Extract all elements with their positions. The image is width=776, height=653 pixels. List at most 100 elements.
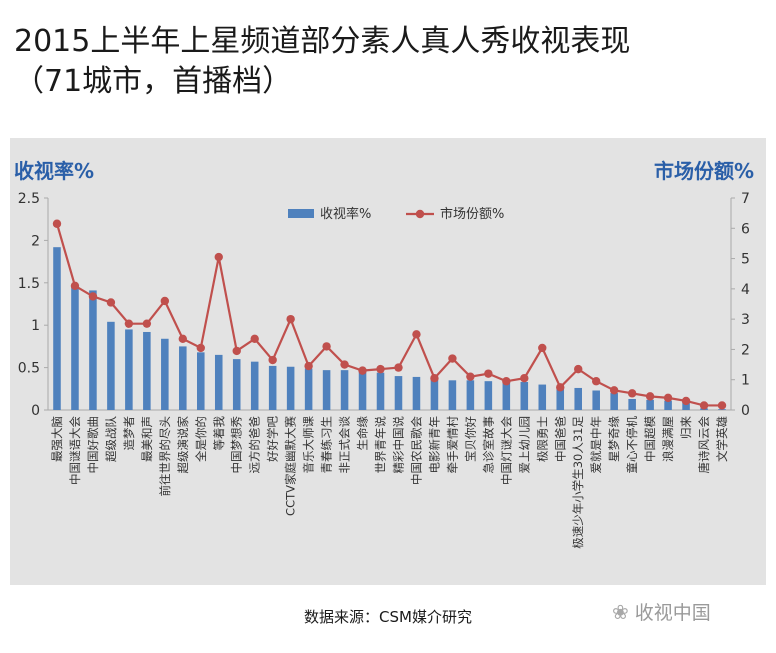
bar: [161, 338, 169, 410]
bar: [592, 390, 600, 410]
bar: [574, 387, 582, 410]
bar: [556, 387, 565, 410]
y-right-tick-label: 0: [741, 403, 750, 419]
share-point: [430, 374, 439, 383]
share-point: [358, 366, 367, 375]
x-tick-label: 极速少年小学生30人31足: [571, 416, 585, 549]
bar: [394, 376, 403, 410]
x-tick-label: 唐诗风云会: [697, 416, 711, 474]
bar: [664, 400, 672, 410]
bar: [502, 382, 511, 410]
x-tick-label: 电影新青年: [427, 416, 441, 474]
share-point: [502, 377, 511, 386]
wechat-icon: ❀: [612, 599, 629, 624]
x-tick-label: 音乐大师课: [302, 416, 316, 474]
legend-line-marker: [415, 209, 425, 219]
x-tick-label: 世界青年说: [374, 416, 388, 474]
share-point: [717, 401, 727, 410]
legend-bar-label: 收视率%: [320, 206, 371, 222]
bar: [304, 368, 313, 410]
share-point: [88, 292, 98, 301]
bar: [179, 346, 187, 410]
bar: [268, 365, 277, 410]
x-tick-label: 生命缘: [356, 416, 370, 451]
legend-line-label: 市场份额%: [440, 206, 504, 222]
bar: [340, 370, 349, 410]
y-right-tick-label: 7: [741, 191, 750, 207]
bar: [430, 379, 439, 410]
bar: [53, 247, 61, 410]
y-right-tick-label: 6: [741, 221, 750, 237]
x-tick-label: 中国农民歌会: [409, 416, 423, 485]
bar: [448, 380, 457, 410]
x-tick-label: 中国爸爸: [553, 416, 567, 462]
share-point: [591, 377, 601, 386]
x-tick-label: 超级演说家: [176, 416, 190, 474]
share-point: [699, 401, 709, 410]
bar: [89, 290, 97, 410]
share-point: [124, 319, 134, 328]
bar: [232, 359, 241, 410]
data-source: 数据来源：CSM媒介研究: [304, 608, 472, 626]
share-point: [466, 372, 475, 381]
x-tick-label: 非正式会谈: [338, 416, 352, 474]
bar: [484, 381, 493, 410]
bar: [412, 376, 421, 410]
y-left-tick-label: 2: [31, 233, 40, 249]
watermark: ❀ 收视中国: [612, 598, 711, 625]
share-point: [286, 314, 295, 324]
bar: [538, 384, 547, 410]
share-point: [645, 392, 655, 401]
x-tick-label: 中国超模: [643, 416, 657, 462]
share-point: [70, 281, 80, 291]
x-tick-label: 浪漫满屋: [661, 416, 675, 462]
x-tick-label: 急诊室故事: [481, 416, 495, 474]
right-axis-title: 市场份额%: [653, 159, 754, 183]
x-tick-label: 精彩中国说: [391, 416, 405, 474]
x-tick-label: 好好学吧: [266, 416, 280, 462]
y-right-tick-label: 1: [741, 373, 750, 389]
left-axis-title: 收视率%: [14, 159, 95, 183]
bar: [682, 401, 690, 410]
share-point: [340, 360, 349, 369]
y-left-tick-label: 0.5: [18, 361, 40, 377]
share-point: [214, 252, 223, 262]
x-tick-label: 归来: [679, 416, 693, 439]
x-tick-label: 牵手爱情村: [445, 416, 459, 474]
x-tick-label: 最强大脑: [50, 416, 64, 462]
y-left-tick-label: 1: [31, 318, 40, 334]
bar: [610, 393, 618, 410]
page-title: 2015上半年上星频道部分素人真人秀收视表现 （71城市，首播档）: [14, 22, 774, 102]
bar: [376, 372, 385, 410]
share-point: [609, 386, 619, 395]
bar: [125, 329, 133, 410]
y-left-tick-label: 1.5: [18, 276, 40, 292]
bar: [107, 321, 115, 410]
bar: [71, 284, 79, 410]
x-tick-label: 爱上幼儿园: [517, 416, 531, 474]
share-point: [322, 342, 331, 351]
title-line-1: 2015上半年上星频道部分素人真人秀收视表现: [14, 24, 631, 59]
share-point: [663, 393, 673, 403]
y-left-tick-label: 2.5: [18, 191, 40, 207]
bar: [286, 366, 295, 410]
share-point: [538, 343, 547, 353]
bar: [250, 361, 259, 410]
y-right-tick-label: 5: [741, 252, 750, 268]
share-point: [232, 346, 241, 356]
x-tick-label: 星梦奇缘: [607, 416, 621, 462]
x-tick-label: 极限勇士: [535, 416, 549, 462]
bar: [197, 352, 205, 410]
x-tick-label: CCTV家庭幽默大赛: [284, 416, 298, 516]
x-tick-label: 中国梦想秀: [230, 416, 244, 474]
x-tick-label: 造梦者: [122, 416, 136, 451]
x-tick-label: 全是你的: [194, 416, 208, 462]
share-point: [52, 219, 62, 228]
share-point: [196, 343, 205, 353]
share-point: [160, 296, 170, 306]
x-tick-label: 爱就是中年: [589, 416, 603, 474]
x-tick-label: 青春练习生: [320, 416, 334, 474]
bar: [143, 331, 151, 410]
y-right-tick-label: 2: [741, 342, 750, 358]
x-tick-label: 最美和声: [140, 416, 154, 462]
